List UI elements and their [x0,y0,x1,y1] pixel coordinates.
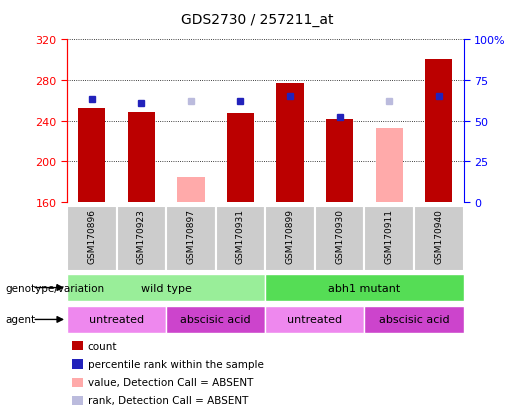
Bar [216,207,265,271]
Text: GSM170896: GSM170896 [87,209,96,264]
Text: GSM170923: GSM170923 [137,209,146,263]
Bar [67,207,116,271]
Bar [414,207,464,271]
Bar [365,207,414,271]
Text: GSM170930: GSM170930 [335,209,344,264]
Text: value, Detection Call = ABSENT: value, Detection Call = ABSENT [88,377,253,387]
Text: GSM170897: GSM170897 [186,209,195,264]
Text: count: count [88,341,117,351]
Text: GSM170899: GSM170899 [285,209,295,264]
Text: agent: agent [5,315,35,325]
Bar [265,207,315,271]
Text: genotype/variation: genotype/variation [5,283,104,293]
Bar [166,207,216,271]
Text: GSM170911: GSM170911 [385,209,393,264]
Bar [67,306,166,333]
Bar [128,113,155,203]
Text: GDS2730 / 257211_at: GDS2730 / 257211_at [181,13,334,27]
Bar [326,120,353,203]
Bar [265,306,365,333]
Bar [365,306,464,333]
Bar [78,109,106,203]
Bar [425,60,452,203]
Text: rank, Detection Call = ABSENT: rank, Detection Call = ABSENT [88,395,248,405]
Bar [166,306,265,333]
Text: GSM170940: GSM170940 [434,209,443,263]
Text: percentile rank within the sample: percentile rank within the sample [88,359,264,369]
Text: abh1 mutant: abh1 mutant [328,283,401,293]
Bar [67,275,265,301]
Text: untreated: untreated [287,315,342,325]
Bar [177,177,204,203]
Bar [116,207,166,271]
Text: abscisic acid: abscisic acid [379,315,449,325]
Bar [315,207,365,271]
Text: GSM170931: GSM170931 [236,209,245,264]
Bar [375,128,403,203]
Bar [277,83,304,203]
Bar [265,275,464,301]
Text: untreated: untreated [89,315,144,325]
Text: abscisic acid: abscisic acid [180,315,251,325]
Text: wild type: wild type [141,283,192,293]
Bar [227,114,254,203]
